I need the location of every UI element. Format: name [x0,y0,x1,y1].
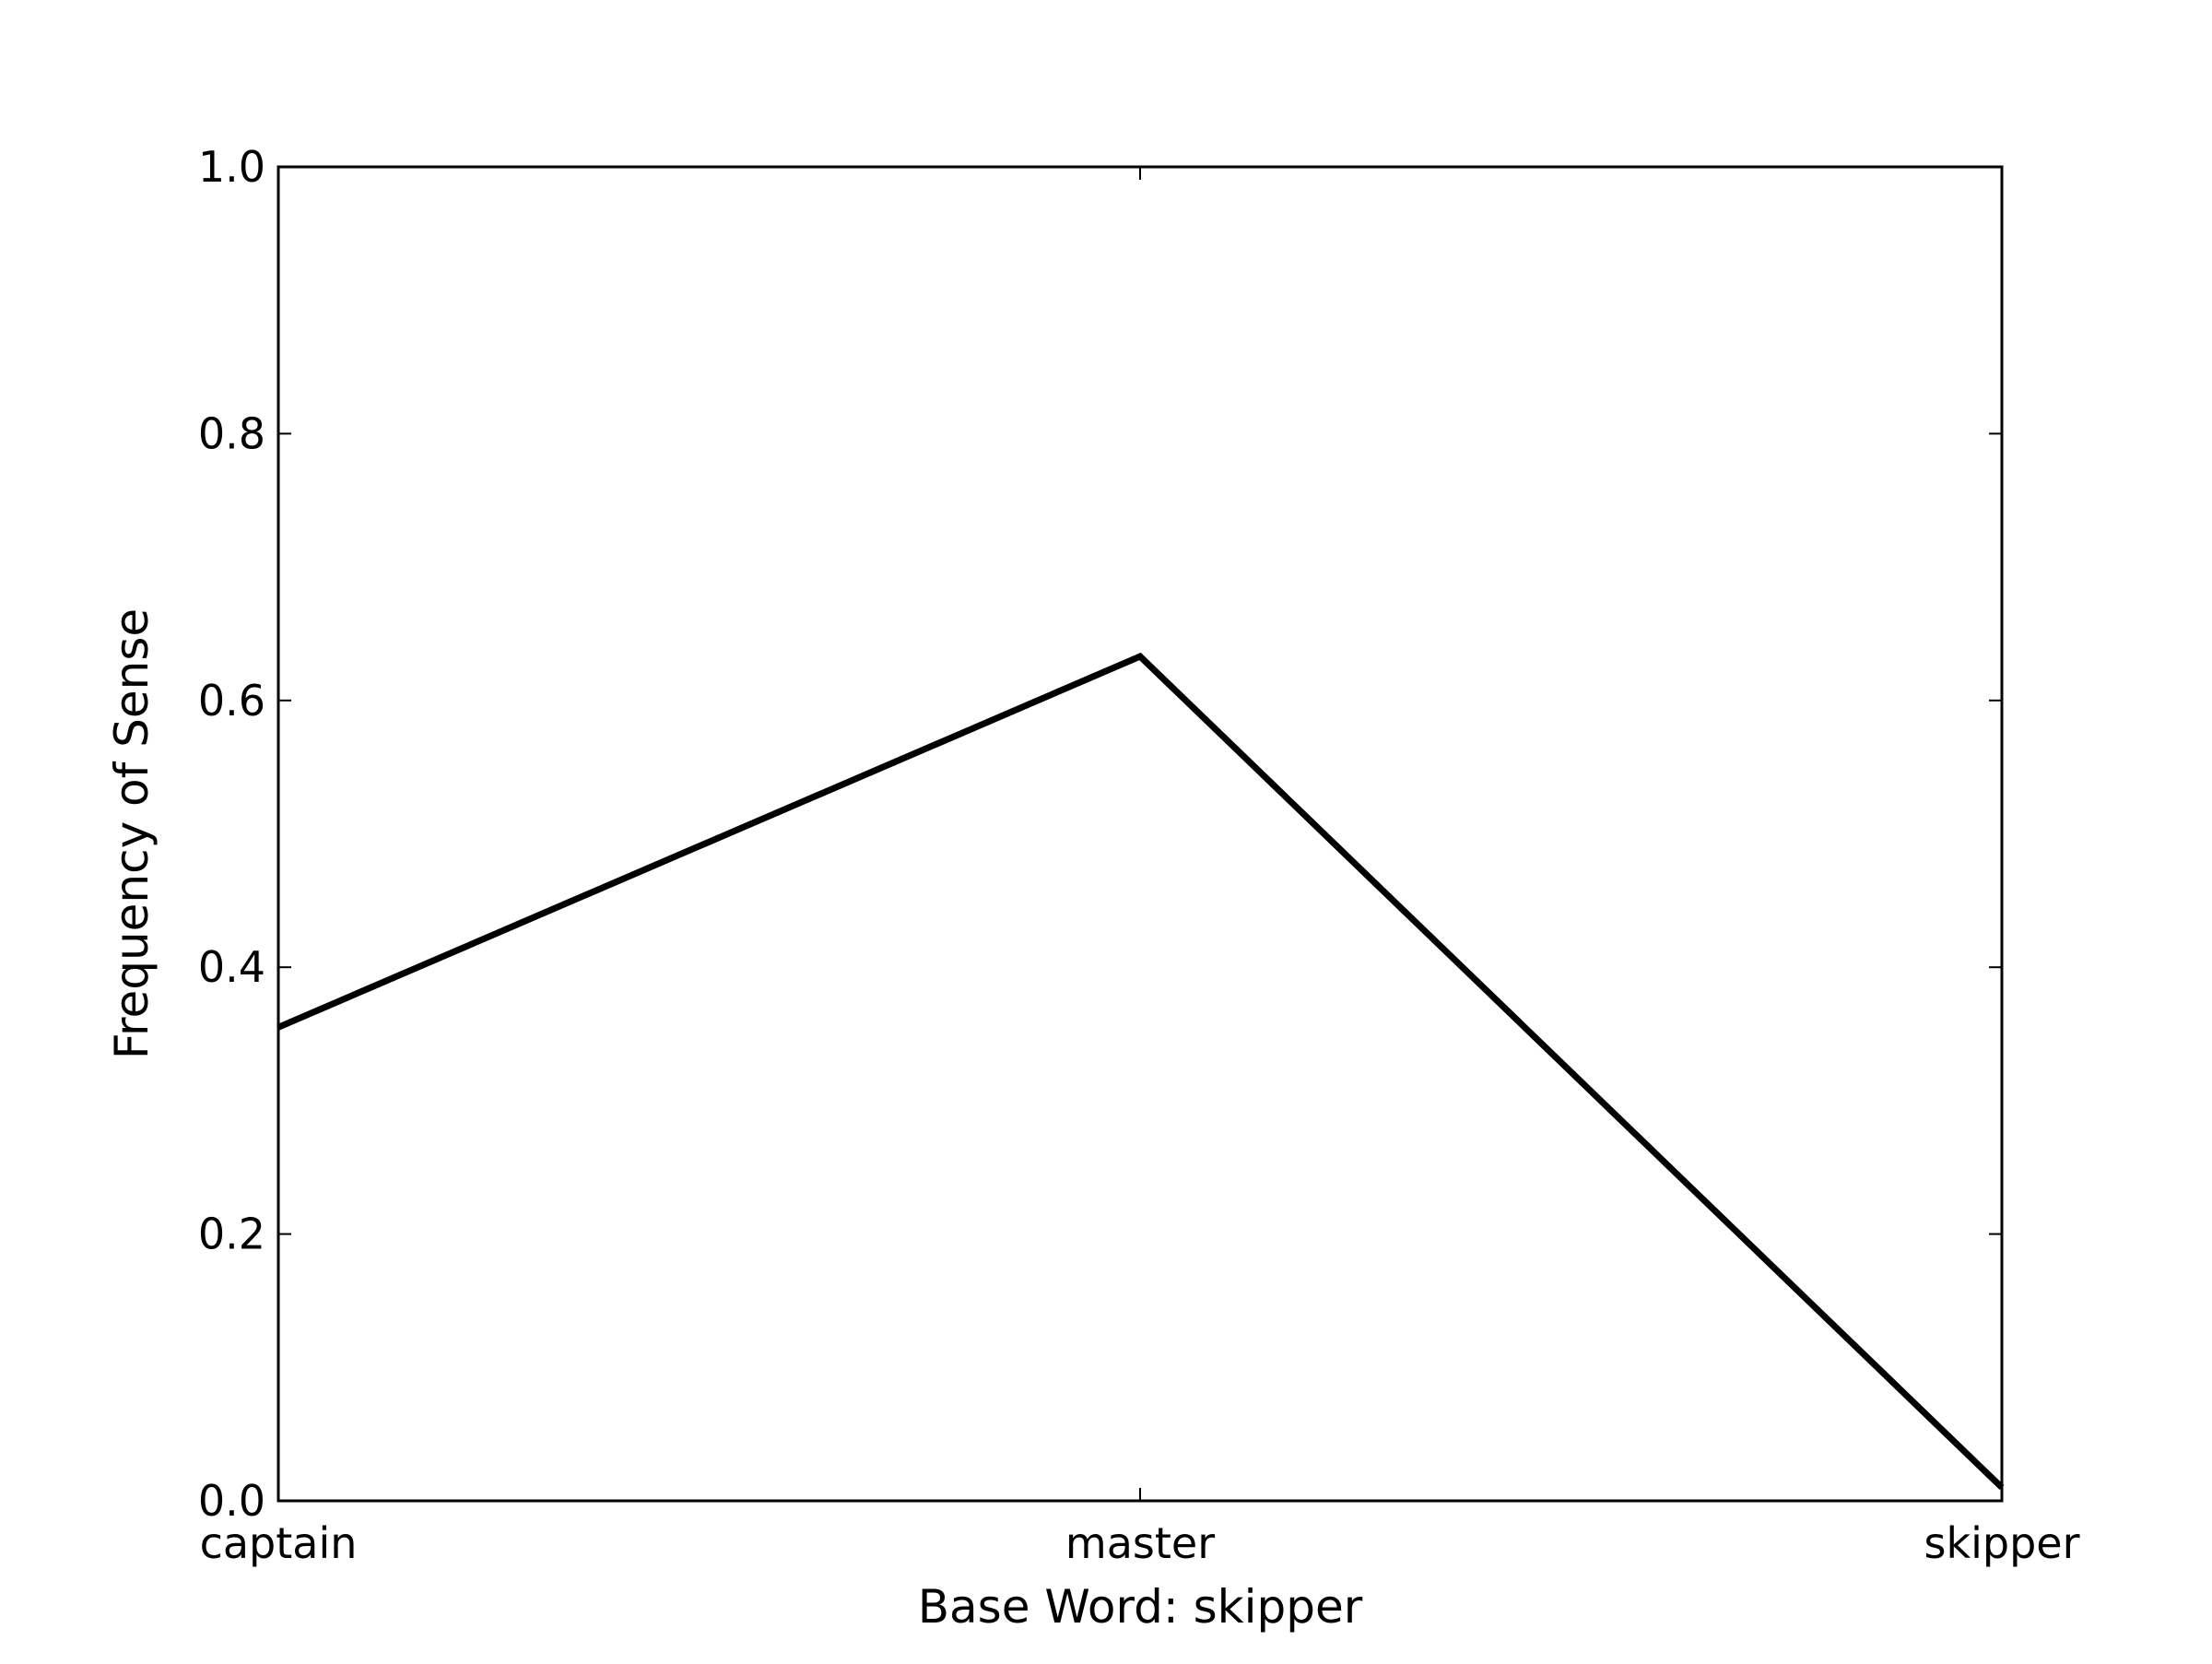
plot-frame [276,165,2004,1503]
y-tick-label: 0.8 [198,408,265,458]
y-tick-label: 0.4 [198,942,265,992]
y-axis-label: Frequency of Sense [105,608,159,1059]
y-tick-label: 0.2 [198,1210,265,1259]
x-tick-label: skipper [1924,1518,2080,1568]
x-tick-label: master [1065,1518,1215,1568]
series-line [276,652,2005,1491]
y-tick-label: 0.0 [198,1476,265,1526]
series-group [276,652,2005,1491]
y-tick-label: 1.0 [198,142,265,192]
x-tick-label: captain [200,1518,358,1568]
tick-labels: 0.0 0.2 0.4 0.6 0.8 1.0 captain master skipper [198,142,2080,1568]
x-axis-label: Base Word: skipper [918,1580,1363,1634]
axis-ticks [277,166,2003,1502]
y-tick-label: 0.6 [198,676,265,726]
